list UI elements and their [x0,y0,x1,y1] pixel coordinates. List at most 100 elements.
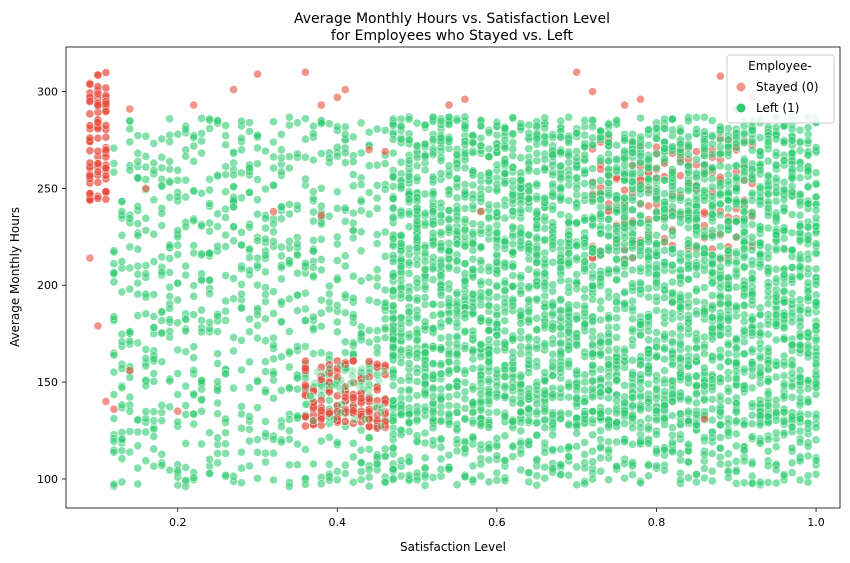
left-point [336,408,345,417]
left-point [604,329,613,338]
left-point [803,471,813,480]
left-point [772,416,781,425]
left-point [420,372,430,382]
left-point [684,394,693,404]
left-point [420,348,430,357]
left-point [596,365,605,374]
left-point [604,346,613,355]
left-point [444,332,454,342]
left-point [756,183,765,193]
left-point [764,478,773,487]
left-point [500,298,510,307]
left-point [492,220,502,230]
left-point [524,332,533,342]
left-point [644,461,653,470]
left-point [540,415,549,424]
left-point [620,398,629,407]
left-point [492,346,502,355]
left-point [652,231,661,240]
left-point [173,318,182,327]
left-point [764,359,773,368]
left-point [492,451,502,460]
left-point [253,253,262,263]
left-point [484,349,494,358]
left-point [716,229,725,238]
left-point [476,133,486,143]
left-point [660,189,669,198]
left-point [492,407,502,417]
left-point [492,339,502,348]
left-point [556,338,565,347]
left-point [540,407,549,416]
left-point [444,284,454,294]
left-point [692,181,701,191]
left-point [389,234,398,244]
left-point [724,177,733,186]
left-point [468,418,478,428]
left-point [412,313,422,323]
left-point [420,218,430,228]
left-point [492,242,502,252]
left-point [548,371,557,380]
left-point [460,378,470,387]
left-point [468,255,478,264]
left-point [724,459,733,469]
left-point [708,116,717,125]
left-point [333,256,342,265]
left-point [628,393,637,402]
left-point [636,151,645,161]
left-point [716,433,725,442]
left-point [787,136,797,145]
left-point [428,240,438,250]
left-point [756,259,765,269]
left-point [357,197,366,206]
left-point [724,357,733,366]
left-point [213,171,222,181]
left-point [740,456,749,466]
left-point [197,275,206,285]
left-point [732,335,741,344]
left-point [229,236,238,246]
left-point [381,227,390,237]
left-point [133,131,143,140]
left-point [811,456,821,465]
left-point [756,353,765,363]
left-point [109,312,119,321]
stayed-point [700,207,709,217]
stayed-point [365,422,374,431]
left-point [740,327,749,336]
left-point [476,121,486,131]
left-point [404,351,414,360]
left-point [444,357,454,367]
left-point [724,195,733,205]
left-point [740,284,749,293]
left-point [341,461,350,470]
left-point [412,216,422,226]
stayed-point [85,133,95,143]
left-point [612,408,621,418]
left-point [548,350,557,359]
left-point [245,118,254,127]
left-point [636,331,645,340]
left-point [373,160,382,170]
left-point [508,163,517,172]
left-point [157,221,167,230]
left-point [165,283,174,292]
left-point [436,261,446,271]
left-point [532,179,541,189]
left-point [779,391,789,401]
left-point [173,279,182,288]
left-point [660,222,669,232]
left-point [660,445,669,455]
left-point [732,416,741,426]
left-point [197,395,206,404]
stayed-point [93,82,103,91]
left-point [365,473,374,482]
left-point [492,160,502,170]
left-point [460,259,470,268]
left-point [811,249,821,258]
left-point [524,295,533,304]
left-point [109,259,119,268]
left-point [556,173,565,182]
left-point [389,474,398,483]
